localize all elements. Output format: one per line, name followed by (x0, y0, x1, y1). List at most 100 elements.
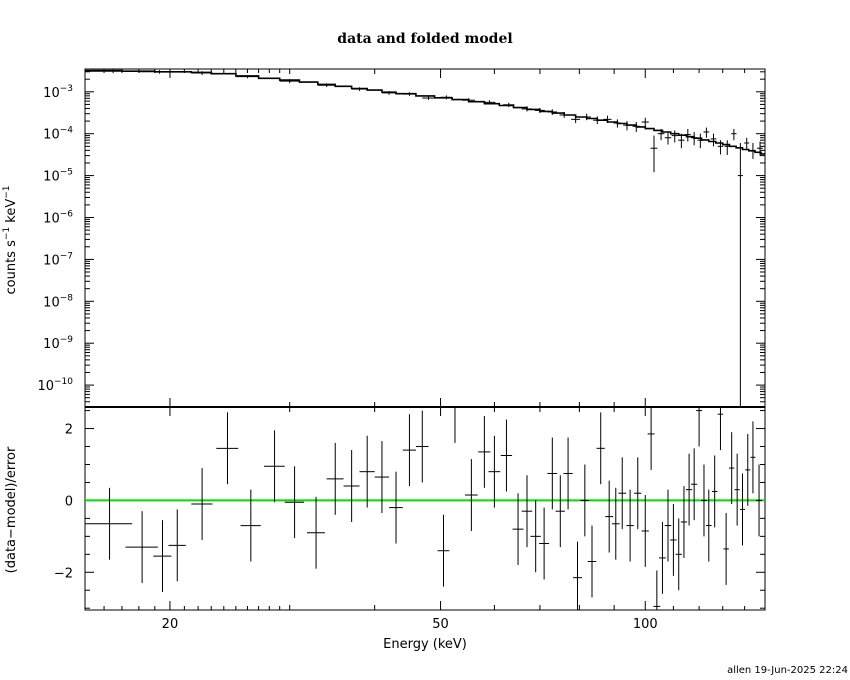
residual-point (478, 415, 491, 488)
x-tick-label: 20 (162, 617, 179, 632)
residual-point (701, 464, 707, 537)
data-point (678, 133, 685, 149)
residual-point (573, 541, 582, 610)
data-point (462, 98, 476, 103)
y-axis-label-bottom: (data−model)/error (4, 446, 19, 573)
data-point (279, 79, 300, 84)
residual-point (464, 459, 478, 531)
data-point (547, 109, 558, 115)
data-point (422, 96, 435, 100)
y-axis-label-top: counts s−1 keV−1 (2, 185, 19, 294)
residual-point (530, 500, 541, 573)
residual-point (596, 412, 605, 485)
data-point (402, 92, 416, 96)
data-point (138, 70, 179, 74)
residual-point (611, 487, 620, 560)
data-point (381, 91, 397, 95)
residual-point (125, 511, 158, 584)
data-point (641, 117, 649, 127)
y-tick-label-residual: −2 (54, 566, 73, 581)
data-point (603, 115, 612, 123)
y-tick-label-residual: 0 (65, 494, 73, 509)
data-point (191, 71, 213, 76)
x-tick-label: 50 (432, 617, 449, 632)
residual-point (587, 525, 597, 598)
residual-point (723, 512, 729, 585)
residual-point (343, 450, 360, 522)
residual-point (696, 407, 703, 447)
residual-point (563, 437, 573, 510)
y-tick-label: 10−5 (43, 168, 73, 185)
residual-point (750, 421, 756, 494)
residual-point (512, 493, 524, 566)
residual-point (729, 432, 735, 505)
data-point (317, 83, 336, 88)
residual-point (402, 414, 416, 487)
data-point (534, 108, 545, 114)
residual-point (437, 514, 450, 587)
residual-point (618, 457, 627, 530)
residual-point (500, 419, 513, 492)
residual-point (680, 486, 688, 558)
residual-point (641, 495, 649, 567)
y-tick-label: 10−9 (43, 335, 73, 352)
data-point (737, 142, 743, 407)
residual-point (284, 466, 305, 539)
residual-point (756, 464, 763, 537)
residual-point (664, 489, 672, 562)
residual-point (374, 441, 390, 513)
y-tick-label: 10−7 (43, 251, 73, 268)
residual-point (240, 489, 261, 562)
residual-point (670, 504, 677, 576)
residual-point (647, 407, 655, 470)
y-tick-label: 10−6 (43, 209, 73, 226)
residual-point (626, 489, 634, 562)
data-point (613, 119, 622, 128)
data-point (750, 142, 756, 159)
data-point (503, 102, 515, 108)
residual-point (691, 448, 698, 521)
residual-point (659, 521, 666, 594)
residual-point (168, 509, 186, 582)
data-point (632, 122, 640, 132)
data-point (650, 135, 658, 173)
x-axis-label: Energy (keV) (383, 637, 467, 652)
data-point (710, 133, 717, 147)
residual-point (605, 480, 614, 553)
y-tick-label: 10−4 (43, 126, 73, 143)
data-point (351, 87, 368, 91)
residual-point (306, 496, 325, 569)
residual-point (745, 433, 751, 506)
data-point (684, 128, 691, 142)
residual-point (153, 520, 172, 593)
residual-point (547, 437, 558, 510)
timestamp: allen 19-Jun-2025 22:24 (727, 665, 848, 676)
residual-frame (84, 406, 766, 611)
y-tick-label: 10−3 (43, 84, 73, 101)
data-point (724, 140, 730, 156)
residual-point (326, 442, 344, 515)
data-point (85, 69, 139, 74)
data-point (235, 75, 259, 79)
data-point (582, 113, 591, 121)
x-tick-label: 100 (633, 617, 658, 632)
residual-point (539, 507, 550, 580)
residual-point (580, 464, 590, 537)
residual-point (488, 435, 501, 508)
data-point (657, 128, 665, 141)
residual-point (264, 430, 285, 503)
svg-text:counts s−1 keV−1: counts s−1 keV−1 (2, 185, 19, 294)
model-line (85, 69, 765, 155)
data-point (483, 100, 496, 105)
data-point (521, 106, 533, 112)
residual-point (634, 457, 642, 530)
residual-point (359, 435, 375, 508)
data-point (717, 140, 724, 155)
data-point (571, 115, 581, 123)
residual-point (389, 471, 403, 544)
residual-point (739, 473, 746, 546)
residual-point (711, 455, 718, 528)
data-point (744, 137, 750, 151)
data-point (671, 130, 678, 143)
